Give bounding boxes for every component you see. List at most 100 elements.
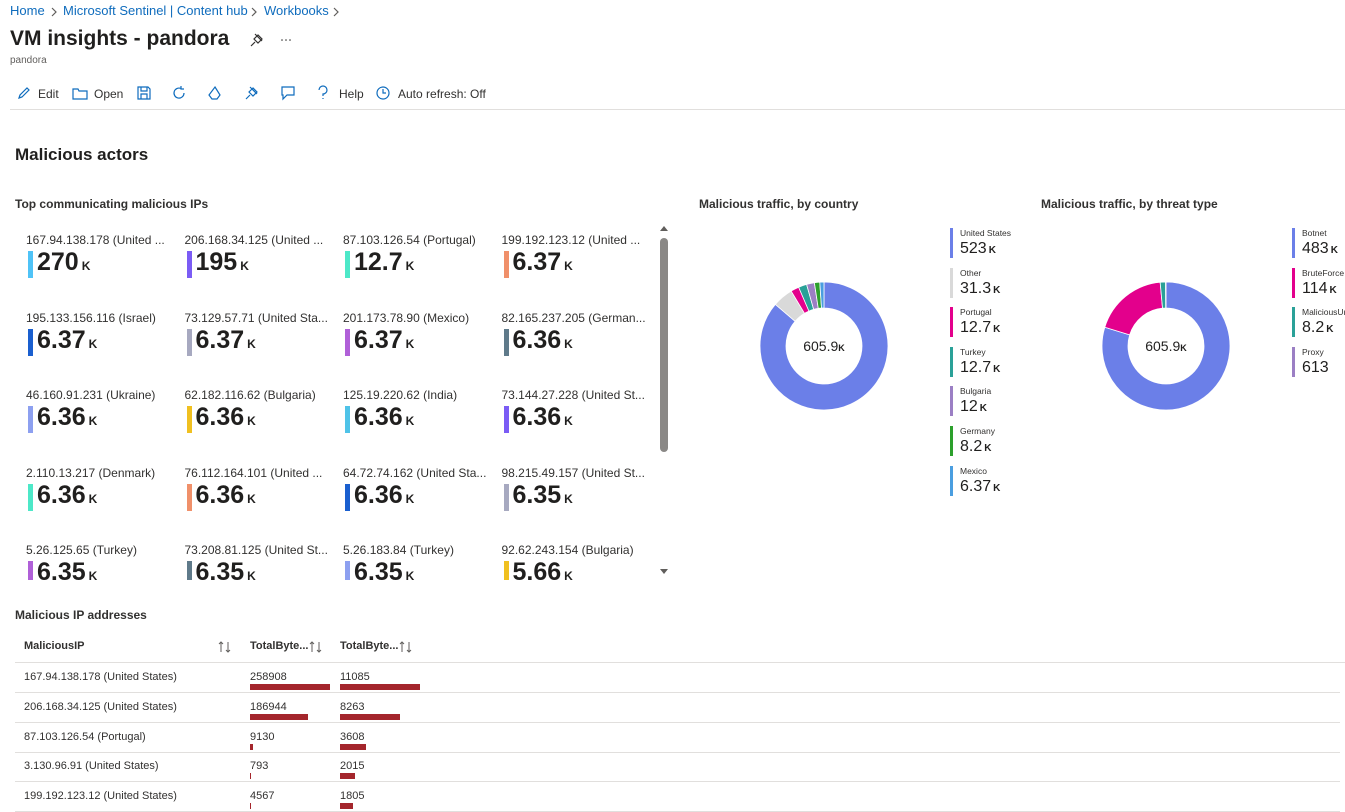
legend-swatch xyxy=(950,347,953,377)
page-title: VM insights - pandora xyxy=(10,27,229,51)
sort-icon[interactable] xyxy=(309,641,323,653)
pin-icon[interactable] xyxy=(250,33,264,47)
more-icon[interactable] xyxy=(280,38,294,42)
table-cell: 4567 xyxy=(250,790,274,802)
legend-swatch xyxy=(1292,268,1295,298)
table-cell: 186944 xyxy=(250,701,287,713)
tile-color-bar xyxy=(504,251,509,278)
toolbar-button[interactable]: Help xyxy=(339,87,364,101)
legend-unit: K xyxy=(993,483,1000,494)
tile-label: 5.26.183.84 (Turkey) xyxy=(343,543,454,557)
tile-color-bar xyxy=(345,484,350,511)
edit-icon[interactable] xyxy=(17,86,31,100)
toolbar-button[interactable]: Open xyxy=(94,87,123,101)
tile-color-bar xyxy=(187,329,192,356)
table-cell: 87.103.126.54 (Portugal) xyxy=(24,731,146,743)
tile-unit: K xyxy=(89,492,98,506)
tile-value: 6.36 xyxy=(196,481,245,509)
tile-value: 6.35 xyxy=(196,558,245,580)
legend-swatch xyxy=(1292,228,1295,258)
tile-label: 2.110.13.217 (Denmark) xyxy=(26,466,155,480)
sort-icon[interactable] xyxy=(218,641,232,653)
table-cell: 8263 xyxy=(340,701,364,713)
table-cell: 3.130.96.91 (United States) xyxy=(24,760,159,772)
scrollbar[interactable] xyxy=(658,224,670,580)
table-cell: 199.192.123.12 (United States) xyxy=(24,790,177,802)
tile-value: 6.35 xyxy=(513,481,562,509)
legend-swatch xyxy=(1292,307,1295,337)
breadcrumb-link[interactable]: Home xyxy=(10,3,45,18)
donut-total-value: 605.9 xyxy=(803,338,838,354)
row-divider xyxy=(15,781,1340,782)
tile-color-bar xyxy=(28,329,33,356)
row-divider xyxy=(15,722,1340,723)
refresh-icon[interactable] xyxy=(172,86,186,100)
tile-unit: K xyxy=(406,569,415,580)
legend-name: Portugal xyxy=(960,307,992,317)
share-icon[interactable] xyxy=(207,86,223,100)
tile-unit: K xyxy=(564,337,573,351)
tile-value: 195 xyxy=(196,248,238,276)
legend-value: 114 xyxy=(1302,280,1328,297)
legend-swatch xyxy=(950,466,953,496)
pin-icon[interactable] xyxy=(245,86,259,100)
tile-value: 5.66 xyxy=(513,558,562,580)
tile-value: 6.35 xyxy=(37,558,86,580)
legend-name: United States xyxy=(960,228,1011,238)
legend-value: 12.7 xyxy=(960,319,991,336)
table-bar xyxy=(340,684,420,690)
breadcrumb-link[interactable]: Microsoft Sentinel | Content hub xyxy=(63,3,248,18)
save-icon[interactable] xyxy=(137,86,151,100)
toolbar-button[interactable]: Edit xyxy=(38,87,59,101)
tile-value: 6.36 xyxy=(354,481,403,509)
table-bar xyxy=(340,744,366,750)
legend-unit: K xyxy=(1331,245,1338,256)
legend-unit: K xyxy=(993,285,1000,296)
toolbar-button[interactable]: Auto refresh: Off xyxy=(398,87,486,101)
legend-unit: K xyxy=(1326,324,1333,335)
legend-name: Bulgaria xyxy=(960,386,991,396)
breadcrumb-link[interactable]: Workbooks xyxy=(264,3,329,18)
legend-value-line: 613 xyxy=(1302,359,1329,377)
feedback-icon[interactable] xyxy=(281,86,295,100)
table-bar xyxy=(340,714,400,720)
tile-unit: K xyxy=(89,414,98,428)
chart-title: Malicious traffic, by country xyxy=(699,197,858,211)
open-icon[interactable] xyxy=(72,87,88,100)
help-icon[interactable] xyxy=(318,86,328,100)
tile-color-bar xyxy=(187,561,192,580)
table-bar xyxy=(250,744,253,750)
tile-color-bar xyxy=(187,406,192,433)
chevron xyxy=(50,7,58,17)
column-header: MaliciousIP xyxy=(24,640,85,652)
table-cell: 1805 xyxy=(340,790,364,802)
tile-value: 270 xyxy=(37,248,79,276)
tiles-title: Top communicating malicious IPs xyxy=(15,197,208,211)
table-title: Malicious IP addresses xyxy=(15,608,147,622)
legend-value: 12.7 xyxy=(960,359,991,376)
sort-icon[interactable] xyxy=(399,641,413,653)
donut-total-unit: K xyxy=(1180,343,1187,353)
tile-label: 201.173.78.90 (Mexico) xyxy=(343,311,469,325)
tile-value: 6.36 xyxy=(37,403,86,431)
clock-icon[interactable] xyxy=(376,86,390,100)
legend-unit: K xyxy=(989,245,996,256)
scrollbar-graphic xyxy=(658,224,670,580)
